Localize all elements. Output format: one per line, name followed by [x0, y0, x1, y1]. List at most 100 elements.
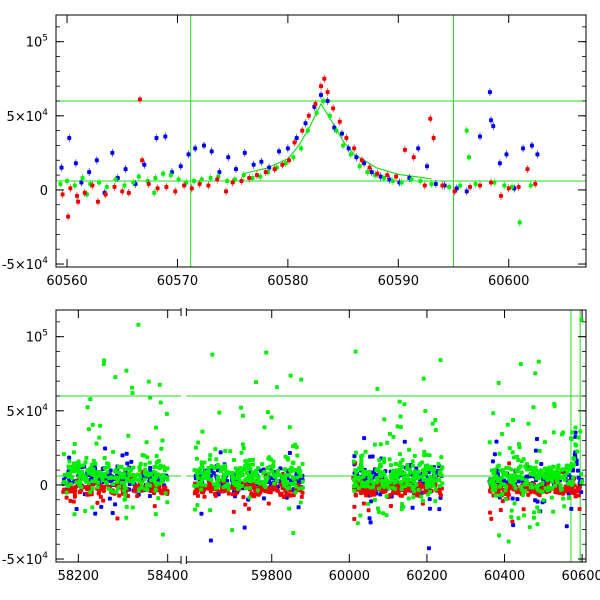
bottom-point: [76, 466, 81, 471]
bottom-point: [195, 493, 200, 498]
bottom-point: [352, 517, 357, 522]
bottom-point: [510, 496, 515, 501]
bottom-ytick-label-0: -5×104: [2, 551, 48, 568]
bottom-point: [431, 483, 436, 488]
bottom-point: [72, 441, 77, 446]
bottom-point: [510, 450, 515, 455]
bottom-point: [251, 478, 256, 483]
top-xtick-label-2: 60580: [267, 274, 308, 289]
bottom-point: [192, 491, 197, 496]
bottom-point: [90, 505, 95, 510]
bottom-point: [148, 395, 153, 400]
bottom-point: [159, 446, 164, 451]
bottom-point: [117, 484, 122, 489]
bottom-point: [426, 546, 431, 551]
bottom-point: [561, 496, 566, 501]
bottom-point: [517, 442, 522, 447]
bottom-point: [160, 532, 165, 537]
bottom-point: [517, 445, 522, 450]
bottom-point: [130, 505, 135, 510]
bottom-point: [145, 470, 150, 475]
bottom-point: [253, 470, 258, 475]
bottom-point: [562, 504, 567, 509]
bottom-point: [493, 493, 498, 498]
bottom-point: [378, 492, 383, 497]
bottom-point: [291, 476, 296, 481]
bottom-point: [143, 462, 148, 467]
bottom-point: [89, 462, 94, 467]
bottom-point: [92, 473, 97, 478]
bottom-point: [226, 486, 231, 491]
bottom-point: [64, 490, 69, 495]
bottom-point: [85, 487, 90, 492]
bottom-ytick-label-3: 105: [26, 329, 48, 346]
bottom-point: [554, 478, 559, 483]
bottom-point: [558, 483, 563, 488]
bottom-point: [492, 475, 497, 480]
bottom-point: [219, 467, 224, 472]
bottom-point: [194, 456, 199, 461]
bottom-point: [233, 466, 238, 471]
bottom-point: [206, 466, 211, 471]
bottom-point: [545, 481, 550, 486]
bottom-point: [295, 453, 300, 458]
bottom-point: [569, 437, 574, 442]
bottom-point: [377, 473, 382, 478]
bottom-point: [515, 469, 520, 474]
bottom-point: [398, 460, 403, 465]
bottom-point: [222, 467, 227, 472]
bottom-point: [227, 470, 232, 475]
bottom-point: [195, 475, 200, 480]
bottom-point: [353, 349, 358, 354]
bottom-point: [83, 460, 88, 465]
bottom-point: [556, 471, 561, 476]
bottom-point: [498, 507, 503, 512]
bottom-point: [407, 467, 412, 472]
bottom-point: [398, 425, 403, 430]
bottom-point: [199, 460, 204, 465]
bottom-point: [204, 486, 209, 491]
bottom-point: [202, 472, 207, 477]
bottom-point: [226, 491, 231, 496]
bottom-point: [410, 486, 415, 491]
bottom-point: [102, 455, 107, 460]
bottom-point: [129, 459, 134, 464]
top-panel-zoom: -5×104 0 5×104 105 60560 60570 60580 60590 60600: [2, 14, 587, 289]
bottom-point: [427, 506, 432, 511]
bottom-point: [355, 521, 360, 526]
bottom-point: [255, 488, 260, 493]
bottom-point: [247, 458, 252, 463]
bottom-point: [109, 475, 114, 480]
top-ytick-label-2: 5×104: [7, 108, 49, 125]
bottom-point: [281, 474, 286, 479]
bottom-point: [287, 425, 292, 430]
bottom-point: [163, 468, 168, 473]
bottom-point: [221, 485, 226, 490]
bottom-point: [547, 471, 552, 476]
bottom-point: [73, 487, 78, 492]
bottom-point: [359, 460, 364, 465]
bottom-point: [148, 466, 153, 471]
bottom-point: [248, 486, 253, 491]
bottom-point: [388, 480, 393, 485]
bottom-point: [144, 440, 149, 445]
bottom-point: [509, 508, 514, 513]
bottom-point: [542, 440, 547, 445]
bottom-point: [534, 476, 539, 481]
bottom-point: [397, 452, 402, 457]
bottom-point: [497, 533, 502, 538]
bottom-point: [511, 523, 516, 528]
bottom-point: [498, 493, 503, 498]
bottom-point: [296, 486, 301, 491]
bottom-point: [244, 486, 249, 491]
bottom-point: [362, 436, 367, 441]
bottom-point: [573, 443, 578, 448]
bottom-point: [534, 459, 539, 464]
top-frame: [55, 14, 587, 268]
bottom-point: [78, 489, 83, 494]
bottom-point: [265, 410, 270, 415]
bottom-point: [250, 475, 255, 480]
bottom-point: [387, 431, 392, 436]
bottom-point: [537, 448, 542, 453]
bottom-point: [489, 516, 494, 521]
